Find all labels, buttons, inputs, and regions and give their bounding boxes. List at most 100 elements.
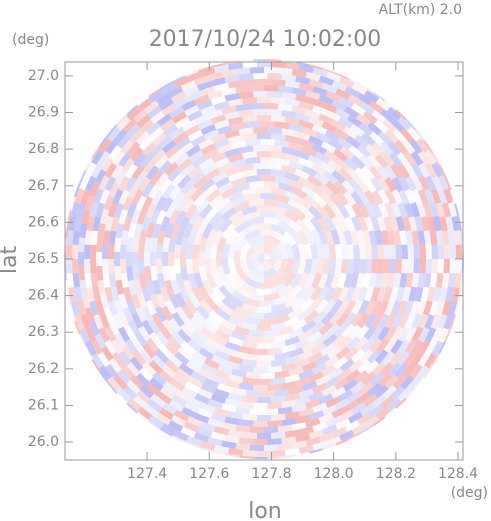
radar-cell xyxy=(136,389,151,404)
radar-cell xyxy=(288,385,304,395)
radar-cell xyxy=(351,422,368,436)
radar-cell xyxy=(155,330,169,346)
radar-cell xyxy=(81,293,91,309)
radar-cell xyxy=(102,259,109,274)
radar-cell xyxy=(218,302,234,317)
radar-cell xyxy=(357,92,373,106)
radar-cell xyxy=(92,286,102,302)
radar-cell xyxy=(108,357,122,373)
radar-cell xyxy=(328,259,336,274)
radar-cell xyxy=(369,326,383,342)
radar-cell xyxy=(141,182,155,199)
radar-cell xyxy=(256,61,272,68)
radar-cell xyxy=(193,75,210,86)
radar-cell xyxy=(138,229,148,246)
radar-cell xyxy=(156,244,163,259)
radar-cell xyxy=(146,279,156,296)
radar-cell xyxy=(93,314,104,330)
radar-cell xyxy=(270,187,287,197)
radar-cell xyxy=(183,185,198,201)
radar-cell xyxy=(238,163,254,173)
radar-cell xyxy=(238,345,254,355)
radar-cell xyxy=(425,339,437,355)
radar-cell xyxy=(308,297,323,313)
radar-cell xyxy=(80,313,91,330)
radar-cell xyxy=(324,376,341,389)
radar-cell xyxy=(114,265,122,281)
radar-cell xyxy=(389,259,396,274)
radar-cell xyxy=(234,182,250,193)
radar-cell xyxy=(234,325,250,336)
radar-cell xyxy=(445,286,454,302)
radar-cell xyxy=(312,402,328,414)
radar-cell xyxy=(288,123,304,133)
radar-cell xyxy=(397,163,411,180)
radar-cell xyxy=(274,314,291,324)
radar-cell xyxy=(403,351,417,368)
radar-cell xyxy=(401,363,416,379)
radar-cell xyxy=(108,259,115,274)
radar-cell xyxy=(327,138,344,151)
radar-cell xyxy=(116,387,131,402)
radar-cell xyxy=(188,292,201,309)
radar-cell xyxy=(105,363,119,379)
radar-cell xyxy=(99,313,111,329)
radar-cell xyxy=(284,153,301,163)
radar-cell xyxy=(150,237,158,253)
radar-cell xyxy=(358,244,366,259)
radar-cell xyxy=(187,273,198,289)
radar-cell xyxy=(308,116,324,127)
radar-cell xyxy=(102,244,109,259)
radar-cell xyxy=(177,157,193,172)
radar-cell xyxy=(268,250,276,259)
radar-cell xyxy=(133,395,149,410)
radar-cell xyxy=(253,73,267,79)
radar-cell xyxy=(328,192,343,208)
radar-cell xyxy=(118,326,131,343)
radar-cell xyxy=(397,175,410,192)
radar-cell xyxy=(196,198,211,214)
radar-cell xyxy=(118,175,131,192)
radar-cell xyxy=(221,105,237,115)
radar-cell xyxy=(249,426,264,433)
radar-cell xyxy=(359,403,376,417)
radar-cell xyxy=(377,299,389,316)
radar-cell xyxy=(249,444,264,451)
radar-cell xyxy=(417,189,429,205)
radar-cell xyxy=(330,229,341,245)
radar-cell xyxy=(245,371,261,379)
radar-cell xyxy=(360,337,375,353)
radar-cell xyxy=(224,147,240,158)
y-axis-label: lat xyxy=(0,246,22,275)
radar-cell xyxy=(253,145,268,152)
radar-cell xyxy=(144,404,160,418)
radar-cell xyxy=(370,286,381,303)
radar-cell xyxy=(311,362,327,375)
radar-cell xyxy=(346,259,354,274)
radar-cell xyxy=(107,376,122,392)
radar-cell xyxy=(387,141,402,156)
radar-cell xyxy=(231,349,247,360)
radar-cell xyxy=(200,402,216,414)
radar-cell xyxy=(81,209,91,225)
radar-cell xyxy=(192,244,200,259)
radar-cell xyxy=(99,189,111,205)
radar-cell xyxy=(335,418,351,430)
radar-cell xyxy=(201,279,214,296)
radar-cell xyxy=(135,372,151,388)
radar-cell xyxy=(142,361,157,377)
radar-cell xyxy=(277,220,294,234)
radar-cell xyxy=(157,113,173,127)
radar-cell xyxy=(210,374,227,385)
radar-cell xyxy=(231,230,246,246)
radar-cell xyxy=(389,152,403,168)
radar-cell xyxy=(348,145,364,159)
radar-cell xyxy=(177,174,192,189)
radar-cell xyxy=(399,272,408,288)
radar-cell xyxy=(145,165,160,181)
radar-cell xyxy=(319,161,336,175)
radar-cell xyxy=(426,216,436,232)
radar-cell xyxy=(155,209,167,225)
radar-cell xyxy=(311,143,327,156)
radar-cell xyxy=(154,195,168,212)
